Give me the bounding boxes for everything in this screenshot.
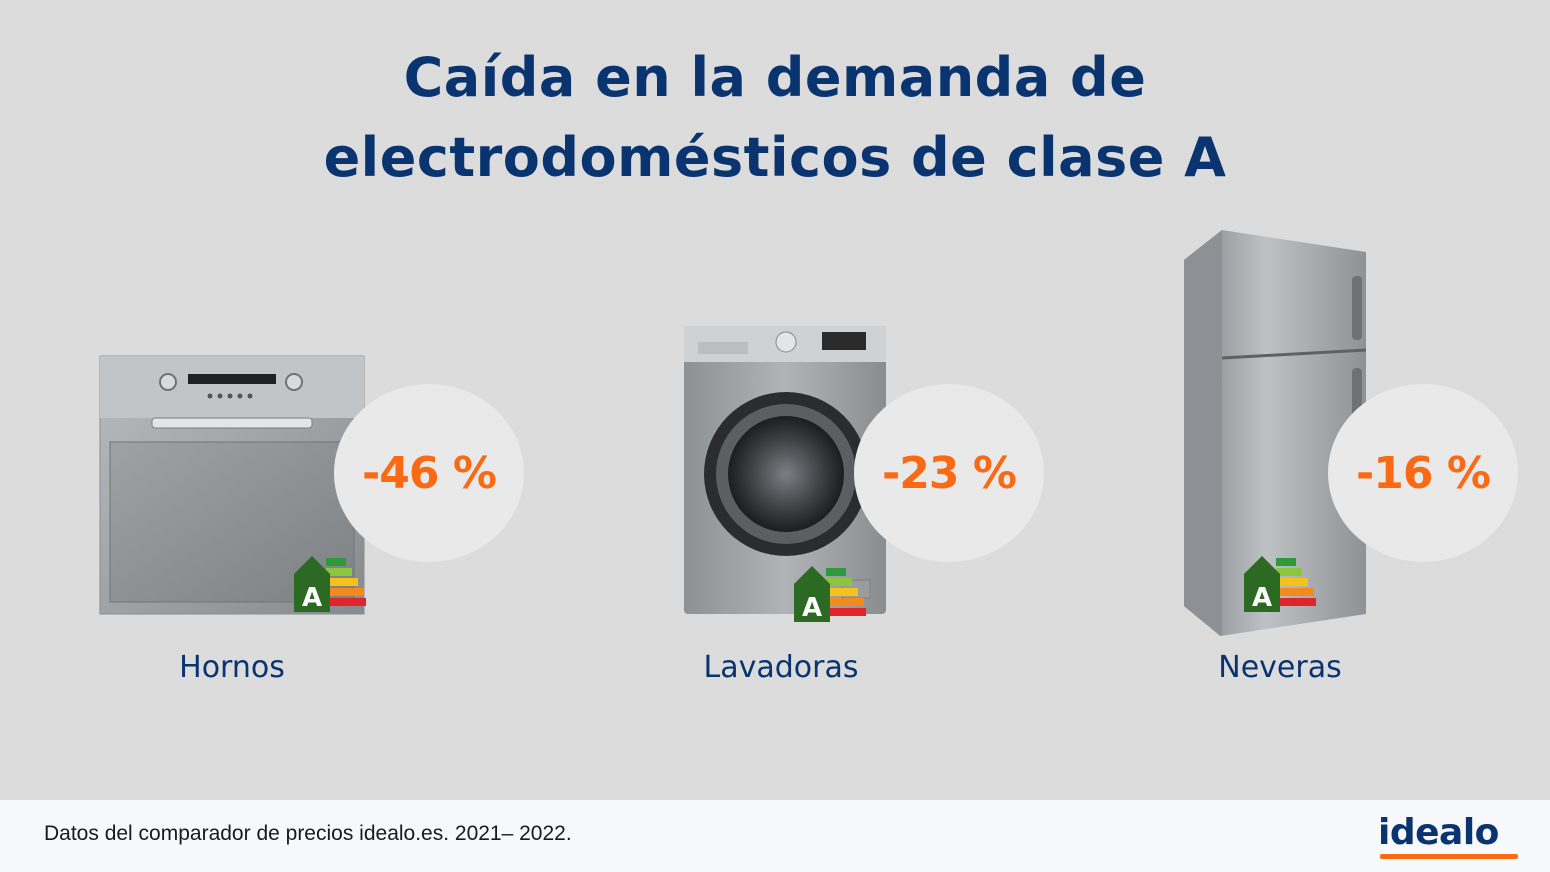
product-label: Neveras — [1218, 650, 1342, 685]
change-badge: -46 % — [334, 384, 524, 562]
product-label: Hornos — [179, 650, 285, 685]
footer: Datos del comparador de precios idealo.e… — [0, 800, 1550, 872]
energy-class-letter: A — [1252, 583, 1272, 613]
change-value: -16 % — [1356, 447, 1491, 499]
change-badge: -23 % — [854, 384, 1044, 562]
idealo-logo: idealo — [1378, 812, 1520, 860]
page-title: Caída en la demanda de electrodomésticos… — [0, 38, 1550, 198]
change-value: -23 % — [882, 447, 1017, 499]
change-badge: -16 % — [1328, 384, 1518, 562]
energy-class-icon: A — [794, 566, 866, 623]
energy-class-icon: A — [294, 556, 366, 613]
title-line-1: Caída en la demanda de — [403, 46, 1147, 109]
logo-underline — [1380, 854, 1518, 859]
washing-machine-icon — [684, 326, 886, 614]
title-line-2: electrodomésticos de clase A — [323, 126, 1227, 189]
source-note: Datos del comparador de precios idealo.e… — [44, 822, 572, 845]
energy-class-letter: A — [802, 593, 822, 623]
energy-class-icon: A — [1244, 556, 1316, 613]
product-label: Lavadoras — [703, 650, 859, 685]
logo-text: idealo — [1378, 812, 1499, 853]
change-value: -46 % — [362, 447, 497, 499]
oven-icon — [99, 355, 365, 615]
energy-class-letter: A — [302, 583, 322, 613]
